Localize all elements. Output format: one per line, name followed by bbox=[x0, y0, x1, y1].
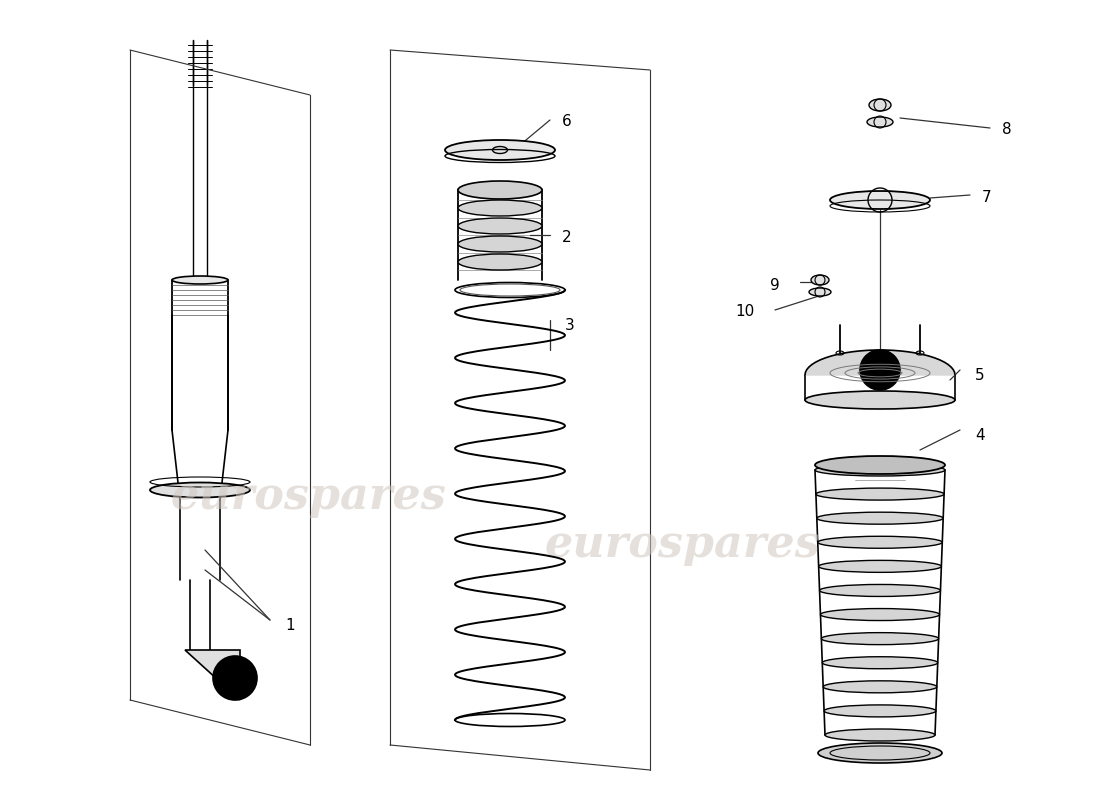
Ellipse shape bbox=[458, 218, 542, 234]
Ellipse shape bbox=[805, 391, 955, 409]
Ellipse shape bbox=[458, 200, 542, 216]
Ellipse shape bbox=[830, 191, 930, 209]
Ellipse shape bbox=[458, 181, 542, 199]
Text: eurospares: eurospares bbox=[544, 522, 820, 566]
Ellipse shape bbox=[823, 657, 937, 669]
Ellipse shape bbox=[818, 560, 942, 572]
Ellipse shape bbox=[458, 236, 542, 252]
Ellipse shape bbox=[446, 140, 556, 160]
Circle shape bbox=[860, 350, 900, 390]
Ellipse shape bbox=[817, 512, 943, 524]
Text: 9: 9 bbox=[770, 278, 780, 293]
Ellipse shape bbox=[823, 681, 937, 693]
Ellipse shape bbox=[150, 482, 250, 498]
Text: eurospares: eurospares bbox=[170, 474, 446, 518]
Polygon shape bbox=[185, 650, 240, 700]
Ellipse shape bbox=[811, 275, 829, 285]
Ellipse shape bbox=[458, 254, 542, 270]
Text: 7: 7 bbox=[982, 190, 991, 206]
Text: 8: 8 bbox=[1002, 122, 1012, 138]
Ellipse shape bbox=[821, 609, 939, 621]
Ellipse shape bbox=[172, 276, 228, 284]
Text: 10: 10 bbox=[735, 305, 755, 319]
Circle shape bbox=[213, 656, 257, 700]
Ellipse shape bbox=[867, 117, 893, 127]
Ellipse shape bbox=[818, 743, 942, 763]
Ellipse shape bbox=[815, 464, 945, 476]
Ellipse shape bbox=[816, 488, 944, 500]
Ellipse shape bbox=[824, 705, 936, 717]
Polygon shape bbox=[805, 350, 955, 375]
Text: 2: 2 bbox=[562, 230, 572, 246]
Ellipse shape bbox=[825, 729, 935, 741]
Text: 6: 6 bbox=[562, 114, 572, 130]
Text: 5: 5 bbox=[975, 367, 984, 382]
Text: 4: 4 bbox=[975, 427, 984, 442]
Ellipse shape bbox=[817, 536, 943, 548]
Ellipse shape bbox=[458, 182, 542, 198]
Ellipse shape bbox=[815, 456, 945, 474]
Text: 1: 1 bbox=[285, 618, 295, 633]
Text: 3: 3 bbox=[565, 318, 574, 333]
Ellipse shape bbox=[869, 99, 891, 111]
Ellipse shape bbox=[820, 585, 940, 597]
Ellipse shape bbox=[808, 288, 830, 296]
Ellipse shape bbox=[822, 633, 938, 645]
